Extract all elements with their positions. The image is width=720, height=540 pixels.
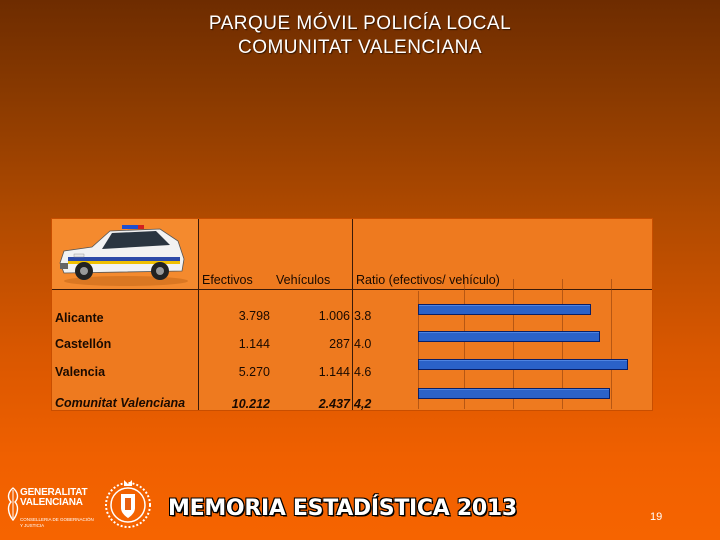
- cell-vehiculos: 2.437: [318, 397, 350, 411]
- generalitat-logo-icon: [7, 487, 19, 522]
- generalitat-wordmark: GENERALITAT VALENCIANA: [20, 487, 88, 508]
- chart-gridline: [611, 279, 612, 409]
- gv-sub-2: Y JUSTICIA: [20, 523, 45, 528]
- chart-gridline: [513, 279, 514, 409]
- memoria-estadistica-banner: MEMORIA ESTADÍSTICA 2013: [168, 496, 517, 521]
- chart-gridline: [562, 279, 563, 409]
- col-divider: [352, 219, 353, 410]
- cell-efectivos: 10.212: [231, 397, 270, 411]
- row-label-comunitat: Comunitat Valenciana: [55, 396, 186, 410]
- row-label-alicante: Alicante: [55, 311, 104, 325]
- ratio-bar-comunitat: [418, 388, 610, 399]
- cell-efectivos: 3.798: [238, 309, 270, 323]
- title-line-2: COMUNITAT VALENCIANA: [237, 37, 482, 58]
- police-car-image: [59, 225, 188, 286]
- ratio-bar-alicante: [418, 304, 591, 315]
- chart-gridline: [418, 291, 419, 409]
- gv-sub-1: CONSELLERIA DE GOBERNACIÓN: [20, 517, 94, 522]
- gv-line-2: VALENCIANA: [20, 497, 83, 508]
- cell-efectivos: 1.144: [238, 337, 270, 351]
- header-ratio: Ratio (efectivos/ vehículo): [356, 273, 500, 287]
- cell-ratio: 3.8: [354, 309, 372, 323]
- cell-efectivos: 5.270: [238, 365, 270, 379]
- cell-vehiculos: 1.006: [318, 309, 350, 323]
- police-seal-icon: [105, 480, 151, 528]
- slide-title: PARQUE MÓVIL POLICÍA LOCAL COMUNITAT VAL…: [0, 12, 720, 60]
- row-label-castellon: Castellón: [55, 337, 112, 351]
- ratio-bar-castellon: [418, 331, 600, 342]
- cell-ratio: 4,2: [354, 397, 372, 411]
- header-divider: [52, 289, 652, 290]
- cell-vehiculos: 1.144: [318, 365, 350, 379]
- header-efectivos: Efectivos: [202, 273, 253, 287]
- gv-line-1: GENERALITAT: [20, 487, 88, 498]
- col-divider: [198, 219, 199, 410]
- cell-vehiculos: 287: [329, 337, 350, 351]
- page-number: 19: [650, 511, 663, 523]
- cell-ratio: 4.6: [354, 365, 372, 379]
- ratio-bar-valencia: [418, 359, 628, 370]
- conselleria-caption: CONSELLERIA DE GOBERNACIÓN Y JUSTICIA: [20, 517, 94, 529]
- fleet-table: Efectivos Vehículos Ratio (efectivos/ ve…: [51, 218, 653, 411]
- title-line-1: PARQUE MÓVIL POLICÍA LOCAL: [208, 13, 512, 34]
- police-car-cell: [52, 219, 198, 289]
- row-label-valencia: Valencia: [55, 365, 106, 379]
- chart-gridline: [464, 279, 465, 409]
- header-vehiculos: Vehículos: [276, 273, 331, 287]
- cell-ratio: 4.0: [354, 337, 372, 351]
